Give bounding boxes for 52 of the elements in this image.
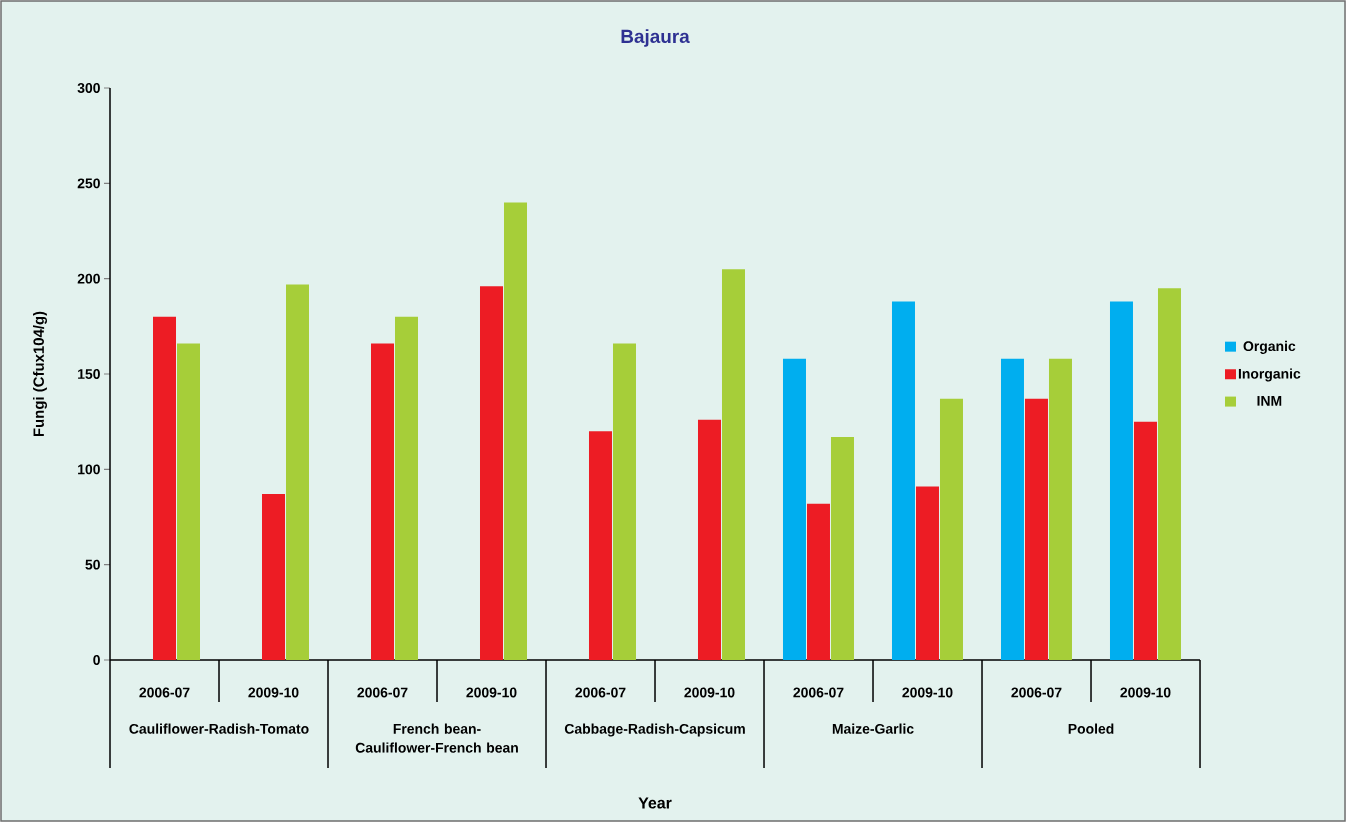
bar — [830, 436, 854, 660]
y-tick-label: 50 — [85, 559, 100, 570]
x-tick-label: 2009-10 — [248, 687, 299, 698]
y-tick-label: 250 — [77, 178, 100, 189]
bar — [1109, 301, 1133, 660]
x-tick-label: 2009-10 — [1120, 687, 1171, 698]
y-tick-label: 100 — [78, 464, 100, 475]
bar — [177, 343, 200, 660]
bar — [480, 286, 503, 660]
bar — [806, 503, 830, 660]
x-tick-label: 2006-07 — [139, 687, 190, 698]
bar — [721, 269, 745, 660]
bar — [1000, 358, 1024, 660]
x-tick-label: 2006-07 — [575, 687, 626, 698]
y-tick-label: 200 — [77, 273, 100, 284]
chart-title: Bajaura — [621, 29, 690, 47]
bar — [915, 486, 939, 660]
bar — [371, 343, 394, 660]
bar — [588, 431, 612, 660]
y-axis-title: Fungi (Cfux104/g) — [33, 311, 47, 437]
bar — [504, 202, 527, 660]
x-tick-label: 2006-07 — [793, 687, 844, 698]
legend-label: INM — [1257, 396, 1282, 406]
y-tick-label: 0 — [93, 655, 100, 665]
bar — [1133, 421, 1157, 660]
bar — [286, 284, 309, 660]
text: French bean-Cauliflower-French bean — [355, 723, 518, 753]
bar — [939, 398, 963, 660]
x-tick-label: 2009-10 — [902, 687, 953, 698]
x-tick-label: 2009-10 — [684, 687, 735, 698]
bar — [395, 316, 418, 660]
text: Year — [638, 797, 672, 809]
bar — [1048, 358, 1072, 660]
y-tick-label: 150 — [78, 369, 100, 379]
x-tick-label: 2009-10 — [466, 687, 517, 698]
text: Pooled — [1068, 723, 1114, 734]
text: Cabbage-Radish-Capsicum — [564, 723, 745, 737]
bar — [262, 494, 285, 660]
legend-label: Organic — [1243, 340, 1296, 354]
bar — [697, 419, 721, 660]
bar — [891, 301, 915, 660]
y-tick-label: 300 — [77, 83, 100, 93]
bar — [1024, 398, 1048, 660]
x-tick-label: 2006-07 — [1011, 687, 1062, 698]
x-tick-label: 2006-07 — [357, 687, 408, 698]
text: Maize-Garlic — [832, 723, 914, 734]
bar — [1157, 288, 1181, 660]
bar — [782, 358, 806, 660]
bar — [153, 316, 176, 660]
bar — [612, 343, 636, 660]
legend-label: Inorganic — [1238, 368, 1301, 382]
text: Cauliflower-Radish-Tomato — [129, 723, 309, 734]
